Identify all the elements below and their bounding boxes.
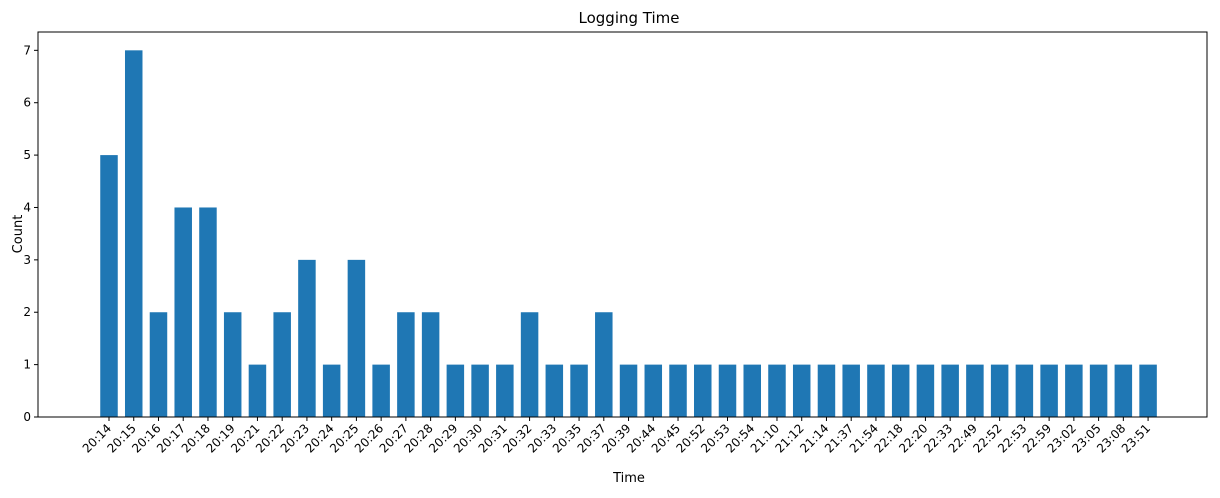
bar-2044 <box>644 364 663 417</box>
bar-2037 <box>595 312 613 417</box>
bar-2259 <box>1040 364 1058 417</box>
bar-2032 <box>520 312 539 417</box>
y-tick-label: 7 <box>23 43 31 57</box>
y-tick-label: 0 <box>23 410 31 424</box>
bar-2137 <box>842 364 860 417</box>
bar-2015 <box>124 50 143 417</box>
bar-2112 <box>792 364 811 417</box>
y-tick-label: 3 <box>23 253 31 267</box>
bar-2023 <box>298 259 316 417</box>
bar-2220 <box>916 364 935 417</box>
bar-2029 <box>446 364 465 417</box>
bar-2028 <box>421 312 440 417</box>
bar-2030 <box>471 364 489 417</box>
y-axis-label: Count <box>11 215 26 254</box>
bar-2031 <box>496 364 514 417</box>
bar-2033 <box>545 364 564 417</box>
y-tick-label: 2 <box>23 305 31 319</box>
bar-2308 <box>1114 364 1133 417</box>
bar-2019 <box>223 312 242 417</box>
bar-2045 <box>669 364 687 417</box>
bar-2026 <box>372 364 390 417</box>
y-tick-label: 6 <box>23 96 31 110</box>
bars-group <box>100 50 1157 417</box>
y-tick-label: 1 <box>23 358 31 372</box>
x-tick-label: 23:51 <box>1119 421 1153 455</box>
x-axis: 20:1420:1520:1620:1720:1820:1920:2120:22… <box>80 417 1153 456</box>
bar-2016 <box>149 312 168 417</box>
plot-frame <box>37 31 1208 418</box>
bar-2249 <box>966 364 984 417</box>
bar-2351 <box>1139 364 1157 417</box>
bar-2014 <box>100 155 118 417</box>
bar-2114 <box>817 364 836 417</box>
bar-2035 <box>570 364 588 417</box>
bar-2233 <box>941 364 959 417</box>
bar-2154 <box>867 364 885 417</box>
bar-2024 <box>322 364 341 417</box>
bar-2302 <box>1065 364 1083 417</box>
bar-2025 <box>347 259 366 417</box>
bar-2022 <box>273 312 291 417</box>
bar-2039 <box>619 364 638 417</box>
x-axis-label: Time <box>612 471 645 486</box>
y-axis: 0 1 2 3 4 5 6 7 <box>23 43 38 424</box>
bar-2052 <box>694 364 712 417</box>
bar-2054 <box>743 364 761 417</box>
chart-title: Logging Time <box>579 9 680 27</box>
bar-2252 <box>990 364 1009 417</box>
bar-2017 <box>174 207 192 417</box>
bar-2253 <box>1015 364 1034 417</box>
bar-2018 <box>199 207 217 417</box>
bar-2027 <box>397 312 415 417</box>
bar-2021 <box>248 364 267 417</box>
bar-2218 <box>891 364 910 417</box>
bar-2305 <box>1089 364 1108 417</box>
bar-2110 <box>768 364 786 417</box>
y-tick-label: 5 <box>23 148 31 162</box>
bar-2053 <box>718 364 737 417</box>
y-tick-label: 4 <box>23 200 31 214</box>
